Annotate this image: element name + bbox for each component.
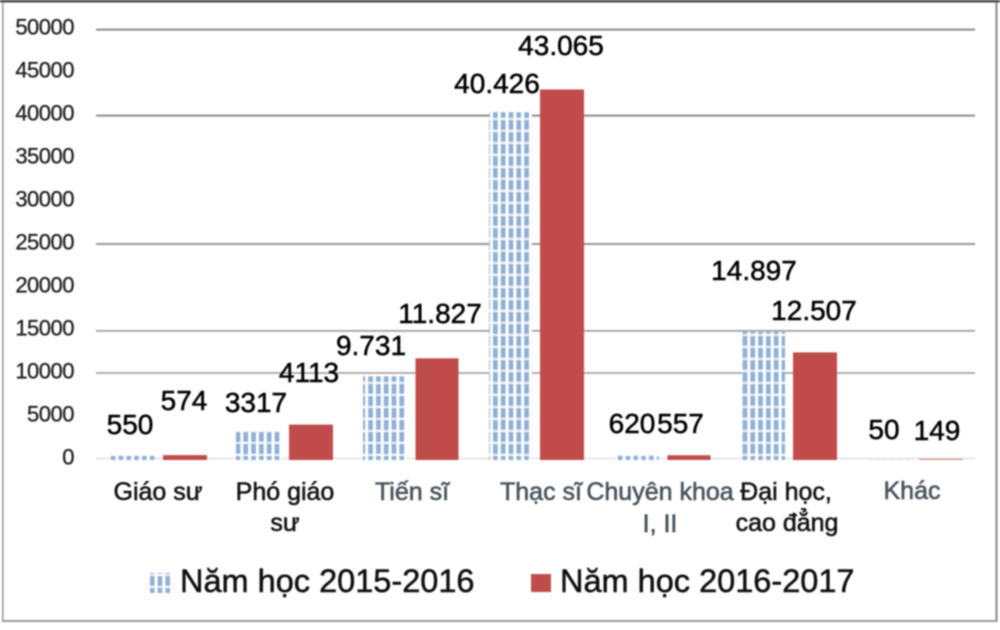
svg-text:Giáo sư: Giáo sư [114,478,203,506]
svg-text:50000: 50000 [15,15,74,40]
svg-text:550: 550 [107,409,154,440]
svg-text:15000: 15000 [15,316,74,341]
svg-text:557: 557 [657,408,704,439]
svg-text:43.065: 43.065 [518,30,604,61]
svg-text:40000: 40000 [15,101,74,126]
svg-text:10000: 10000 [15,359,74,384]
svg-text:sư: sư [270,509,299,537]
svg-text:Năm học 2016-2017: Năm học 2016-2017 [560,563,855,599]
svg-text:25000: 25000 [15,230,74,255]
svg-text:Đại học,: Đại học, [740,478,832,506]
svg-text:574: 574 [161,385,208,416]
svg-text:Chuyên khoa: Chuyên khoa [586,478,733,506]
svg-text:50: 50 [868,414,899,445]
svg-text:3317: 3317 [225,387,287,418]
svg-text:30000: 30000 [15,187,74,212]
svg-text:12.507: 12.507 [771,295,857,326]
svg-text:20000: 20000 [15,273,74,298]
svg-text:Thạc sĩ: Thạc sĩ [500,478,583,506]
svg-text:cao đẳng: cao đẳng [736,507,839,537]
svg-text:149: 149 [914,415,961,446]
svg-text:45000: 45000 [15,58,74,83]
svg-text:Phó giáo: Phó giáo [236,478,335,506]
svg-text:5000: 5000 [27,402,74,427]
svg-text:14.897: 14.897 [711,255,797,286]
svg-text:Khác: Khác [884,477,941,505]
svg-text:9.731: 9.731 [336,330,406,361]
svg-text:Tiến sĩ: Tiến sĩ [375,478,450,506]
svg-text:I, II: I, II [643,510,678,538]
svg-text:620: 620 [609,408,656,439]
svg-text:Năm học 2015-2016: Năm học 2015-2016 [180,563,475,599]
svg-text:4113: 4113 [279,357,339,388]
svg-text:40.426: 40.426 [454,68,540,99]
svg-text:0: 0 [62,445,74,470]
svg-text:35000: 35000 [15,144,74,169]
svg-text:11.827: 11.827 [398,298,482,329]
